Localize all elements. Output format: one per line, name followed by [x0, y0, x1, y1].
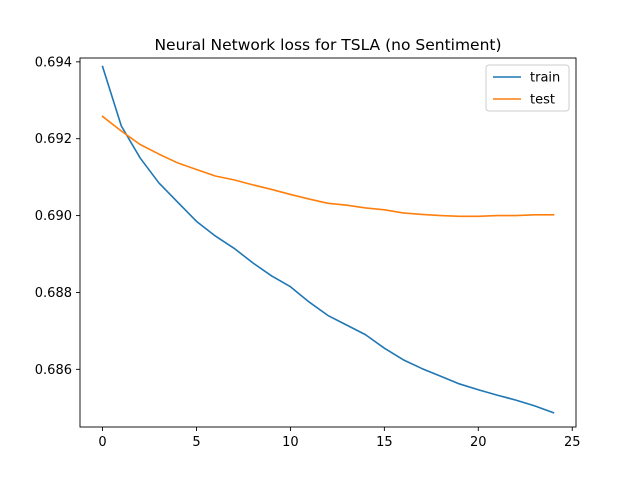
series-line-test	[101, 115, 555, 218]
plot-frame	[79, 57, 577, 428]
x-tick-label: 10	[282, 435, 299, 450]
legend: train test	[485, 64, 570, 112]
chart-title: Neural Network loss for TSLA (no Sentime…	[154, 36, 501, 54]
x-tick-label: 20	[470, 435, 487, 450]
y-tick-label: 0.686	[35, 363, 72, 378]
legend-label-test: test	[530, 93, 555, 108]
y-tick-label: 0.690	[35, 209, 72, 224]
x-tick-label: 0	[98, 435, 106, 450]
x-tick-label: 5	[192, 435, 200, 450]
axes-layer: 0 5 10 15 20 25 0.686 0.688 0.690 0.692 0.694	[35, 55, 581, 450]
series-layer	[101, 65, 555, 414]
y-tick-label: 0.692	[35, 132, 72, 147]
x-tick-label: 25	[564, 435, 581, 450]
y-tick-label: 0.688	[35, 286, 72, 301]
series-line-train	[101, 65, 555, 414]
x-tick-label: 15	[376, 435, 393, 450]
y-tick-label: 0.694	[35, 55, 72, 70]
legend-label-train: train	[530, 71, 560, 86]
